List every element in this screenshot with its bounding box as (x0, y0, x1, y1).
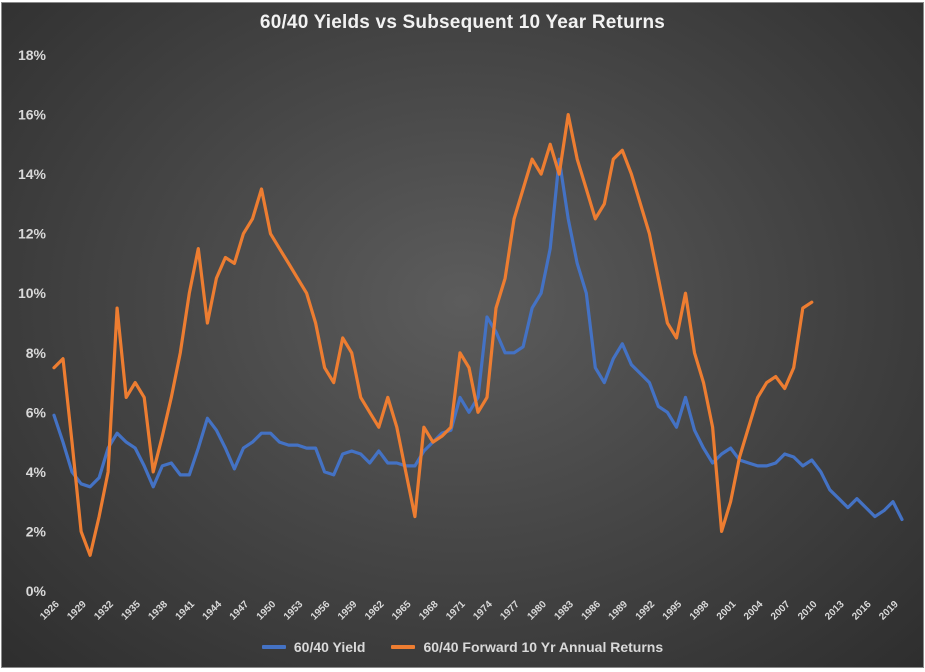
x-tick-label: 2007 (769, 599, 793, 623)
x-tick-label: 1989 (607, 599, 631, 623)
x-tick-label: 2004 (742, 599, 766, 623)
x-tick-label: 1995 (661, 599, 685, 623)
y-tick-label: 10% (18, 285, 47, 301)
x-tick-label: 2010 (796, 599, 820, 623)
series-lines (52, 112, 904, 557)
x-tick-label: 1971 (444, 599, 468, 623)
x-tick-label: 2013 (823, 599, 847, 623)
legend-swatch-returns (391, 645, 416, 649)
x-tick-label: 1962 (363, 599, 387, 623)
legend-label-returns: 60/40 Forward 10 Yr Annual Returns (423, 639, 664, 655)
x-tick-label: 1965 (390, 599, 414, 623)
y-tick-label: 18% (18, 47, 47, 63)
y-tick-label: 6% (26, 404, 47, 420)
x-tick-label: 1950 (255, 599, 279, 623)
x-tick-label: 1953 (282, 599, 306, 623)
series-line-returns (52, 112, 814, 557)
x-tick-label: 1947 (228, 599, 252, 623)
legend-label-yield: 60/40 Yield (293, 639, 366, 655)
x-tick-label: 1935 (119, 599, 143, 623)
x-tick-label: 1932 (92, 599, 116, 623)
x-tick-label: 1926 (38, 599, 62, 623)
x-tick-label: 2019 (877, 599, 901, 623)
x-tick-label: 1968 (417, 599, 441, 623)
x-tick-label: 1944 (201, 599, 225, 623)
chart-title: 60/40 Yields vs Subsequent 10 Year Retur… (259, 12, 666, 33)
x-tick-label: 1992 (634, 599, 658, 623)
x-tick-label: 1941 (174, 599, 198, 623)
y-tick-label: 14% (18, 166, 47, 182)
x-tick-label: 1956 (309, 599, 333, 623)
x-tick-label: 1983 (552, 599, 576, 623)
x-tick-label: 2016 (850, 599, 874, 623)
x-axis: 1926 1929 1932 1935 1938 1941 1944 1947 1950 1953… (38, 599, 901, 623)
y-tick-label: 8% (26, 345, 47, 361)
x-tick-label: 1977 (498, 599, 522, 623)
y-tick-label: 4% (26, 464, 47, 480)
y-axis: 0% 2% 4% 6% 8% 10% 12% 14% 16% 18% (18, 47, 47, 599)
x-tick-label: 1959 (336, 599, 360, 623)
series-line-yield (52, 157, 904, 522)
x-tick-label: 1980 (525, 599, 549, 623)
legend-item-yield: 60/40 Yield (261, 639, 366, 655)
x-tick-label: 1974 (471, 599, 495, 623)
plot-area: 0%2%4%6%8%10%12%14%16%18% 1926 1929 1932 19… (18, 47, 904, 623)
x-tick-label: 1938 (147, 599, 171, 623)
y-tick-label: 2% (26, 523, 47, 539)
x-tick-label: 1929 (65, 599, 89, 623)
y-tick-label: 0% (26, 583, 47, 599)
legend-item-returns: 60/40 Forward 10 Yr Annual Returns (391, 639, 663, 655)
y-tick-label: 16% (18, 107, 47, 123)
x-tick-label: 1998 (688, 599, 712, 623)
legend: 60/40 Yield 60/40 Forward 10 Yr Annual R… (2, 639, 923, 655)
x-tick-label: 1986 (580, 599, 604, 623)
x-tick-label: 2001 (715, 599, 739, 623)
y-tick-label: 12% (18, 226, 47, 242)
legend-swatch-yield (261, 645, 286, 649)
